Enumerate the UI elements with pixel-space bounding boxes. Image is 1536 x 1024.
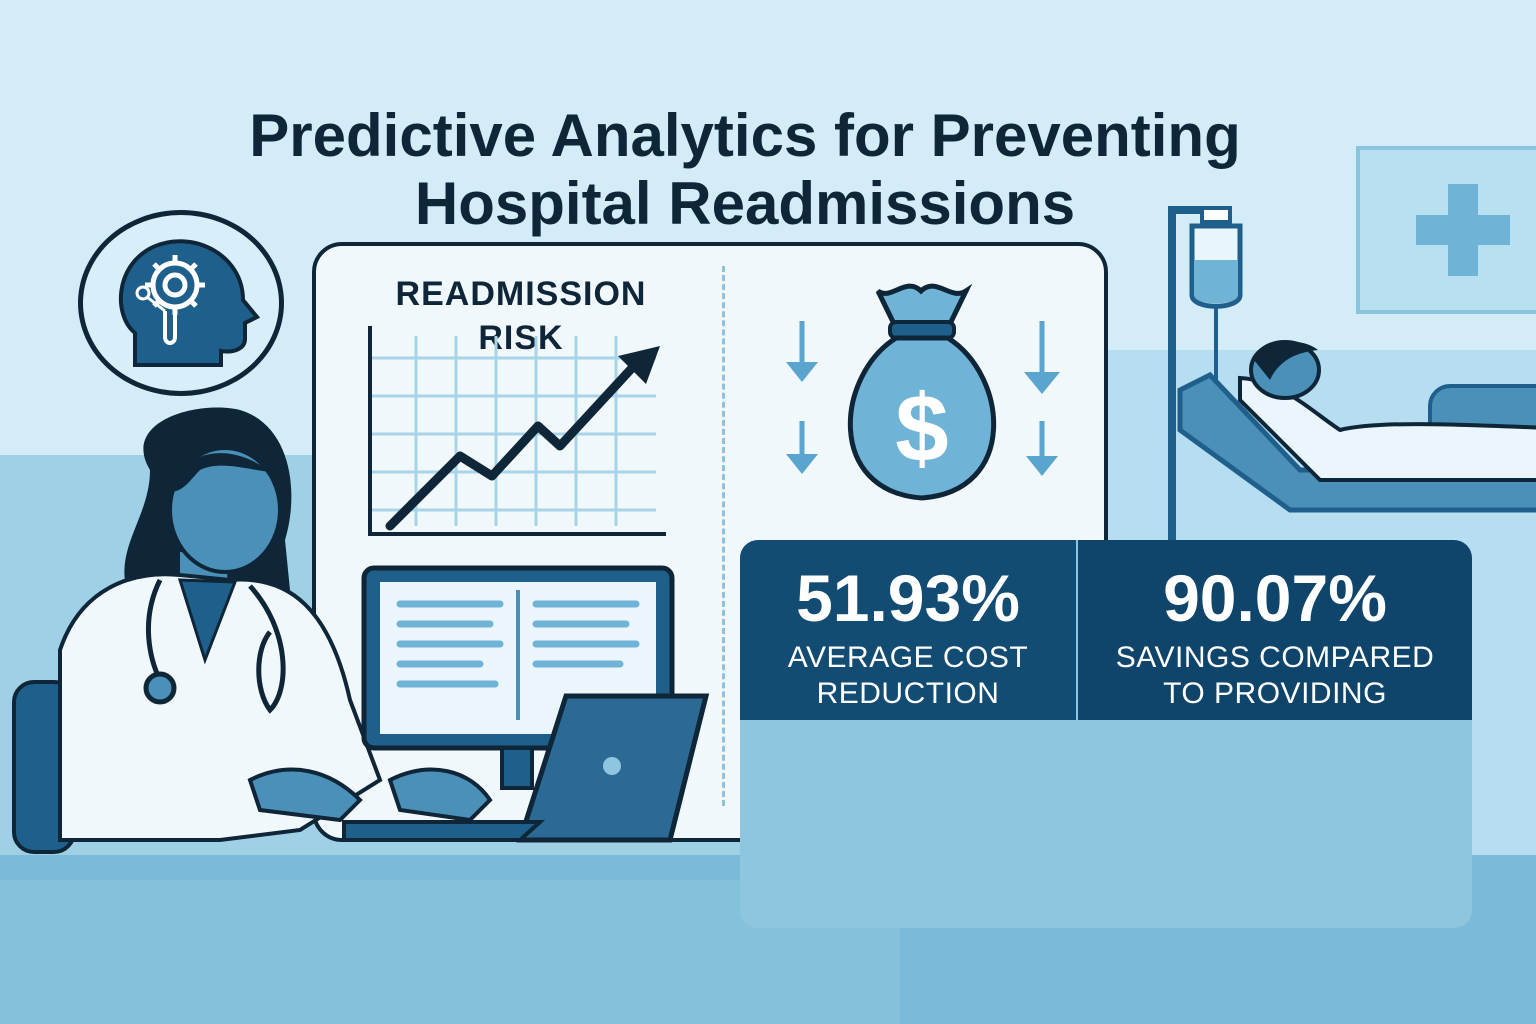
stat-label-line-2: TO PROVIDING bbox=[1163, 677, 1387, 710]
hospital-bed-scene bbox=[1168, 206, 1536, 545]
readmission-risk-label: READMISSION RISK bbox=[356, 272, 686, 360]
workstation bbox=[342, 565, 710, 843]
iv-drip-icon bbox=[1168, 206, 1243, 545]
board-divider bbox=[722, 266, 725, 806]
brain-badge bbox=[78, 210, 284, 396]
stat-label-line-1: AVERAGE COST bbox=[787, 641, 1029, 674]
stat-label: AVERAGE COST REDUCTION bbox=[740, 640, 1076, 712]
stethoscope-icon bbox=[143, 578, 286, 714]
title-line-2: Hospital Readmissions bbox=[414, 170, 1076, 238]
stat-savings: 90.07% SAVINGS COMPARED TO PROVIDING bbox=[1078, 540, 1472, 720]
stat-value: 51.93% bbox=[796, 561, 1020, 635]
stat-label: SAVINGS COMPARED TO PROVIDING bbox=[1078, 640, 1472, 712]
money-bag-icon: $ bbox=[847, 283, 997, 501]
chart-grid bbox=[370, 336, 656, 526]
stat-label-line-1: SAVINGS COMPARED bbox=[1115, 641, 1435, 674]
risk-label-line-1: READMISSION bbox=[395, 275, 647, 313]
trend-line bbox=[385, 363, 637, 531]
trend-up-arrow-icon bbox=[618, 346, 660, 384]
risk-trend-chart bbox=[368, 326, 666, 536]
medical-cross-icon bbox=[1356, 146, 1536, 314]
doctor-illustration bbox=[12, 407, 493, 854]
stat-value: 90.07% bbox=[1163, 561, 1387, 635]
stat-label-line-2: REDUCTION bbox=[816, 677, 1000, 710]
title-line-1: Predictive Analytics for Preventing bbox=[249, 102, 1241, 170]
cost-savings-graphic: $ bbox=[786, 283, 1060, 501]
laptop-icon bbox=[342, 693, 710, 843]
page-title: Predictive Analytics for Preventing Hosp… bbox=[0, 102, 1490, 238]
arrow-down-icon bbox=[786, 321, 1060, 476]
chart-axes bbox=[368, 326, 666, 536]
dollar-icon: $ bbox=[895, 375, 948, 482]
brain-gear-icon bbox=[119, 239, 261, 367]
stats-panel: 51.93% AVERAGE COST REDUCTION 90.07% SAV… bbox=[740, 540, 1472, 928]
risk-label-line-2: RISK bbox=[478, 319, 564, 357]
stat-cost-reduction: 51.93% AVERAGE COST REDUCTION bbox=[740, 540, 1076, 720]
patient bbox=[1238, 375, 1536, 482]
